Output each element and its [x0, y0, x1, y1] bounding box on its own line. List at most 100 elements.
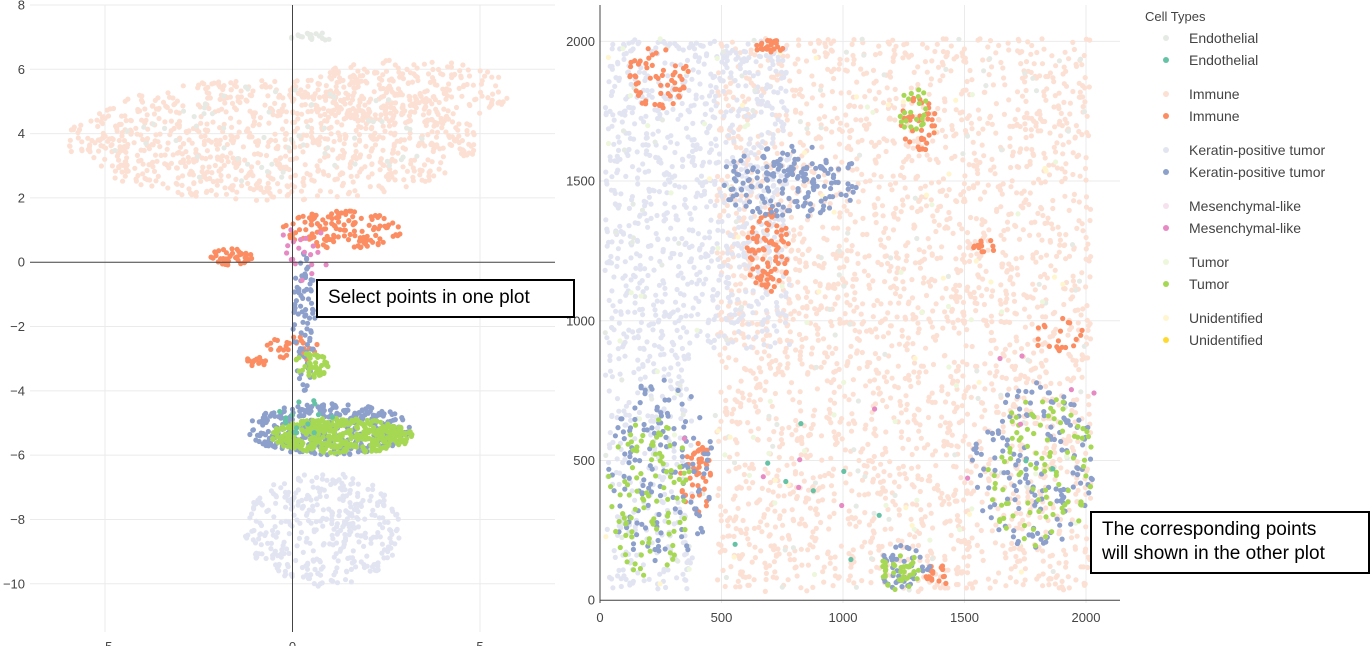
data-point[interactable]	[818, 364, 824, 370]
data-point[interactable]	[1045, 73, 1051, 80]
data-point[interactable]	[292, 87, 298, 93]
data-point[interactable]	[1051, 329, 1057, 335]
data-point[interactable]	[1075, 487, 1081, 493]
data-point[interactable]	[166, 165, 172, 171]
data-point[interactable]	[982, 386, 988, 392]
data-point[interactable]	[271, 194, 277, 200]
data-point[interactable]	[718, 41, 724, 47]
data-point[interactable]	[875, 490, 881, 496]
data-point[interactable]	[200, 164, 206, 170]
data-point[interactable]	[251, 528, 257, 534]
data-point[interactable]	[787, 300, 793, 306]
data-point[interactable]	[336, 219, 342, 225]
data-point[interactable]	[714, 198, 720, 204]
data-point[interactable]	[300, 213, 306, 219]
data-point[interactable]	[311, 527, 317, 533]
data-point[interactable]	[174, 98, 180, 104]
data-point[interactable]	[180, 173, 186, 179]
data-point[interactable]	[865, 441, 871, 447]
data-point[interactable]	[1075, 307, 1081, 313]
data-point[interactable]	[883, 148, 889, 155]
data-point[interactable]	[303, 539, 309, 545]
data-point[interactable]	[844, 258, 850, 264]
data-point[interactable]	[367, 408, 373, 414]
data-point[interactable]	[356, 132, 362, 138]
data-point[interactable]	[378, 112, 384, 118]
data-point[interactable]	[1008, 566, 1014, 572]
data-point[interactable]	[393, 232, 399, 238]
data-point[interactable]	[176, 122, 182, 128]
data-point[interactable]	[317, 158, 323, 164]
data-point[interactable]	[314, 193, 321, 199]
data-point[interactable]	[851, 103, 858, 109]
data-point[interactable]	[354, 193, 361, 199]
data-point[interactable]	[770, 489, 776, 495]
data-point[interactable]	[289, 137, 295, 143]
data-point[interactable]	[852, 271, 858, 277]
data-point[interactable]	[1018, 61, 1024, 67]
data-point[interactable]	[229, 100, 236, 106]
data-point[interactable]	[369, 135, 375, 141]
data-point[interactable]	[333, 88, 340, 94]
data-point[interactable]	[328, 131, 334, 137]
data-point[interactable]	[806, 496, 812, 502]
data-point[interactable]	[369, 124, 375, 130]
data-point[interactable]	[294, 543, 300, 549]
data-point[interactable]	[996, 570, 1002, 576]
data-point[interactable]	[1057, 237, 1063, 243]
data-point[interactable]	[218, 256, 224, 262]
data-point[interactable]	[149, 183, 155, 189]
data-point[interactable]	[119, 169, 125, 175]
data-point[interactable]	[927, 157, 933, 163]
data-point[interactable]	[715, 577, 721, 583]
data-point[interactable]	[758, 369, 764, 375]
data-point[interactable]	[299, 367, 305, 373]
data-point[interactable]	[791, 557, 797, 563]
data-point[interactable]	[979, 293, 985, 299]
data-point[interactable]	[470, 82, 476, 88]
data-point[interactable]	[186, 137, 192, 143]
data-point[interactable]	[434, 109, 440, 115]
data-point[interactable]	[799, 516, 805, 522]
data-point[interactable]	[946, 209, 952, 216]
data-point[interactable]	[1048, 380, 1054, 386]
data-point[interactable]	[242, 255, 248, 261]
data-point[interactable]	[218, 172, 224, 179]
data-point[interactable]	[250, 111, 256, 117]
data-point[interactable]	[971, 289, 977, 295]
data-point[interactable]	[819, 457, 825, 463]
data-point[interactable]	[1020, 227, 1026, 233]
data-point[interactable]	[884, 404, 890, 410]
data-point[interactable]	[358, 503, 364, 509]
data-point[interactable]	[351, 244, 357, 250]
data-point[interactable]	[961, 252, 967, 258]
data-point[interactable]	[975, 107, 982, 113]
data-point[interactable]	[1007, 143, 1013, 149]
data-point[interactable]	[980, 126, 986, 132]
data-point[interactable]	[725, 173, 731, 179]
data-point[interactable]	[186, 159, 192, 165]
data-point[interactable]	[343, 90, 349, 96]
data-point[interactable]	[445, 64, 451, 70]
data-point[interactable]	[980, 557, 986, 564]
data-point[interactable]	[256, 122, 262, 128]
data-point[interactable]	[748, 47, 754, 53]
data-point[interactable]	[485, 95, 491, 101]
data-point[interactable]	[791, 233, 797, 239]
data-point[interactable]	[210, 119, 216, 125]
data-point[interactable]	[300, 149, 306, 155]
data-point[interactable]	[171, 102, 177, 108]
data-point[interactable]	[165, 140, 171, 146]
data-point[interactable]	[314, 341, 320, 348]
data-point[interactable]	[1047, 239, 1054, 245]
data-point[interactable]	[935, 64, 942, 70]
data-point[interactable]	[1039, 348, 1045, 354]
data-point[interactable]	[221, 83, 227, 89]
data-point[interactable]	[980, 276, 986, 282]
data-point[interactable]	[306, 215, 313, 221]
data-point[interactable]	[738, 136, 744, 142]
data-point[interactable]	[67, 137, 73, 143]
data-point[interactable]	[382, 128, 388, 134]
data-point[interactable]	[1083, 546, 1089, 552]
data-point[interactable]	[347, 208, 353, 214]
